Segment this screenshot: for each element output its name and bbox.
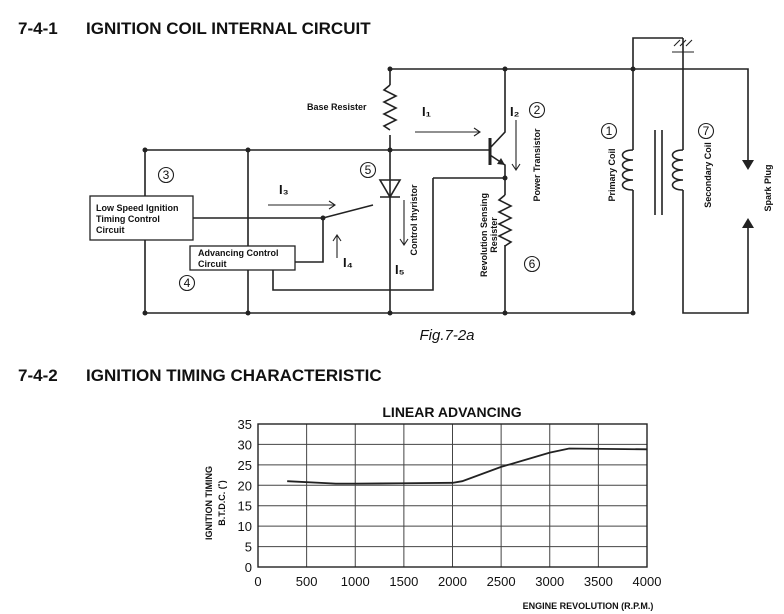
current-label: I₃ [279, 182, 289, 197]
label: Spark Plug [763, 164, 773, 211]
y-tick-label: 30 [238, 437, 252, 452]
node-number: 7 [703, 124, 710, 138]
label: Resister [489, 217, 499, 253]
current-label: I₂ [510, 104, 520, 119]
y-tick-label: 35 [238, 417, 252, 432]
x-axis-label: ENGINE REVOLUTION (R.P.M.) [523, 601, 654, 611]
section-title: IGNITION COIL INTERNAL CIRCUIT [86, 19, 371, 38]
x-tick-label: 2500 [487, 574, 516, 589]
y-tick-label: 20 [238, 478, 252, 493]
label: Circuit [198, 259, 227, 269]
label: Control thyristor [409, 184, 419, 255]
node-number: 1 [606, 124, 613, 138]
node-number: 2 [534, 103, 541, 117]
label: Secondary Coil [703, 142, 713, 208]
y-tick-label: 0 [245, 560, 252, 575]
circuit-diagram: 1 2 3 4 5 6 7 Base Resister I₁ I₂ I₃ I₄ … [89, 37, 773, 316]
x-tick-label: 1500 [389, 574, 418, 589]
section-title: IGNITION TIMING CHARACTERISTIC [86, 366, 382, 385]
plot-frame [257, 423, 648, 568]
x-tick-label: 1000 [341, 574, 370, 589]
chart-title: LINEAR ADVANCING [382, 404, 521, 420]
x-tick-label: 2000 [438, 574, 467, 589]
current-label: I₁ [422, 104, 431, 119]
y-tick-label: 5 [245, 540, 252, 555]
y-tick-label: 10 [238, 519, 252, 534]
x-tick-label: 4000 [633, 574, 662, 589]
data-line [287, 447, 648, 485]
label: Advancing Control [198, 248, 279, 258]
y-tick-label: 15 [238, 499, 252, 514]
y-axis-label: B.T.D.C. (˚) [217, 480, 227, 526]
section-number: 7-4-2 [18, 366, 58, 385]
label: Power Transistor [532, 128, 542, 202]
x-tick-label: 3500 [584, 574, 613, 589]
x-tick-label: 3000 [535, 574, 564, 589]
chart: LINEAR ADVANCING IGNITION TIMING B.T.D.C… [204, 404, 661, 611]
node-number: 4 [184, 276, 191, 290]
node-number: 3 [163, 168, 170, 182]
node-number: 5 [365, 163, 372, 177]
x-tick-label: 0 [254, 574, 261, 589]
figure-caption: Fig.7-2a [419, 327, 474, 344]
y-tick-label: 25 [238, 458, 252, 473]
label: Primary Coil [607, 148, 617, 201]
y-axis-label: IGNITION TIMING [204, 466, 214, 540]
current-label: I₄ [343, 255, 353, 270]
label: Low Speed Ignition [96, 203, 179, 213]
label: Revolution Sensing [479, 193, 489, 277]
node-number: 6 [529, 257, 536, 271]
label: Timing Control [96, 214, 160, 224]
x-tick-label: 500 [296, 574, 318, 589]
section-number: 7-4-1 [18, 19, 58, 38]
label: Circuit [96, 225, 125, 235]
label: Base Resister [307, 102, 367, 112]
current-label: I₅ [395, 262, 405, 277]
